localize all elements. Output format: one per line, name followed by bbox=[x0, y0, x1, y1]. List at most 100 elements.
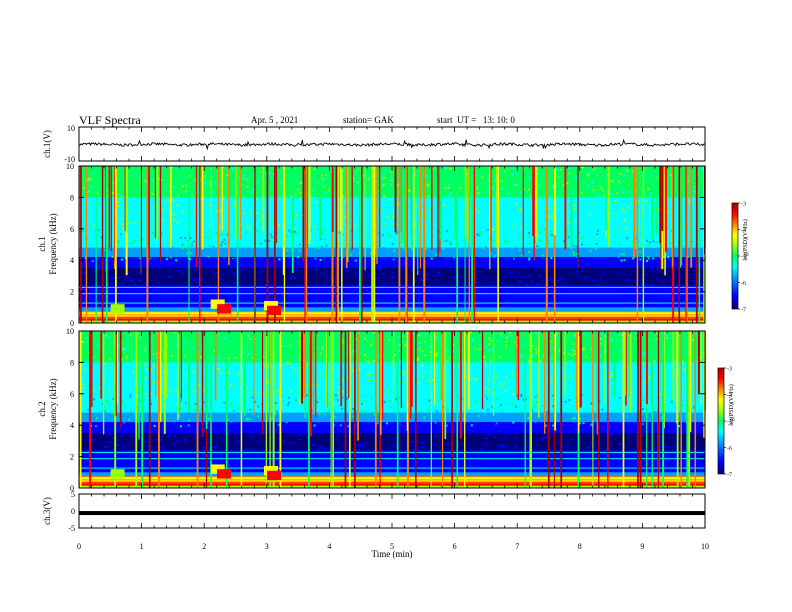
spectrum-speckle bbox=[365, 273, 369, 276]
spectrum-speckle bbox=[276, 416, 279, 419]
spectrum-speckle bbox=[478, 262, 482, 265]
spectrum-speckle bbox=[142, 368, 145, 371]
sferic-line bbox=[331, 166, 334, 233]
spectrum-speckle bbox=[526, 376, 529, 379]
spectrum-speckle bbox=[185, 190, 188, 193]
spectrum-speckle bbox=[369, 221, 372, 224]
spectrum-speckle bbox=[639, 210, 642, 213]
spectrum-speckle bbox=[108, 434, 112, 436]
spectrum-speckle bbox=[395, 255, 398, 258]
spectrum-speckle bbox=[104, 432, 108, 434]
spectrum-speckle bbox=[669, 242, 672, 245]
spectrum-speckle bbox=[514, 341, 517, 344]
spectrum-speckle bbox=[341, 195, 344, 198]
spectrum-speckle bbox=[314, 269, 318, 271]
sferic-line bbox=[577, 166, 579, 269]
spectrum-speckle bbox=[246, 418, 249, 421]
spectrum-speckle bbox=[511, 272, 515, 274]
spectrum-speckle bbox=[280, 219, 283, 222]
spectrum-speckle bbox=[436, 425, 440, 427]
spectrum-speckle bbox=[283, 366, 286, 369]
spectrum-speckle bbox=[377, 424, 381, 427]
sferic-line bbox=[577, 331, 580, 434]
spectrum-speckle bbox=[175, 337, 178, 340]
spectrum-speckle bbox=[417, 357, 420, 360]
sferic-line bbox=[664, 166, 667, 253]
spectrum-speckle bbox=[499, 382, 502, 385]
spectrum-speckle bbox=[249, 228, 252, 231]
spectrum-speckle bbox=[164, 201, 167, 204]
spectrum-speckle bbox=[181, 223, 184, 226]
spectrum-speckle bbox=[172, 434, 176, 437]
spectrum-speckle bbox=[399, 360, 402, 363]
spectrum-speckle bbox=[644, 372, 647, 375]
xtick-label: 7 bbox=[515, 542, 519, 551]
spectrum-speckle bbox=[598, 342, 601, 345]
spectrum-speckle bbox=[120, 258, 123, 261]
spectrum-speckle bbox=[173, 331, 176, 334]
spectrum-speckle bbox=[623, 273, 627, 275]
sferic-line bbox=[459, 331, 462, 439]
spectrum-speckle bbox=[202, 390, 205, 393]
spectrum-speckle bbox=[626, 431, 630, 434]
spectrum-speckle bbox=[138, 257, 141, 260]
spectrum-speckle bbox=[670, 399, 673, 402]
spectrum-speckle bbox=[587, 174, 590, 177]
spectrum-speckle bbox=[520, 254, 523, 257]
spectrum-speckle bbox=[427, 194, 430, 197]
spectrum-speckle bbox=[118, 283, 122, 285]
spectrum-speckle bbox=[486, 386, 489, 389]
spectrum-speckle bbox=[341, 339, 344, 342]
spectrum-speckle bbox=[449, 269, 453, 271]
spectrum-speckle bbox=[658, 436, 662, 438]
spectrum-speckle bbox=[518, 281, 522, 284]
spectrum-speckle bbox=[446, 370, 449, 373]
spectrum-speckle bbox=[82, 383, 85, 386]
spectrum-speckle bbox=[655, 278, 659, 280]
spectrum-speckle bbox=[125, 355, 128, 358]
spectrum-speckle bbox=[485, 279, 489, 281]
sferic-line bbox=[412, 166, 415, 323]
spectrum-speckle bbox=[352, 415, 355, 418]
sferic-line bbox=[147, 166, 150, 262]
spectrum-speckle bbox=[146, 367, 149, 370]
spectrum-speckle bbox=[505, 433, 509, 435]
spectrum-speckle bbox=[107, 441, 111, 443]
spectrum-speckle bbox=[478, 232, 481, 235]
spectrum-speckle bbox=[462, 250, 465, 253]
spectrum-speckle bbox=[180, 247, 183, 250]
spectrum-speckle bbox=[144, 376, 147, 379]
spectrum-speckle bbox=[355, 411, 358, 414]
spectrum-speckle bbox=[436, 428, 440, 430]
sferic-line bbox=[663, 331, 665, 429]
spectrum-speckle bbox=[132, 371, 135, 374]
spectrum-speckle bbox=[100, 211, 103, 214]
spectrum-speckle bbox=[486, 397, 489, 400]
spectrum-speckle bbox=[637, 227, 640, 230]
spectrum-speckle bbox=[360, 411, 363, 414]
spectrum-speckle bbox=[424, 354, 427, 357]
spectrum-speckle bbox=[638, 336, 641, 339]
spectrum-speckle bbox=[104, 368, 107, 371]
spectrum-speckle bbox=[249, 213, 252, 216]
spectrum-speckle bbox=[586, 203, 589, 206]
spectrum-speckle bbox=[473, 382, 476, 385]
spectrum-speckle bbox=[610, 339, 613, 342]
spectrum-speckle bbox=[395, 398, 398, 401]
spectrum-speckle bbox=[176, 440, 180, 442]
spectrum-speckle bbox=[505, 344, 508, 347]
spectrum-speckle bbox=[605, 436, 609, 439]
spectrum-speckle bbox=[236, 440, 240, 443]
spectrum-speckle bbox=[694, 185, 697, 188]
spectrum-speckle bbox=[649, 364, 652, 367]
spectrum-speckle bbox=[412, 332, 415, 335]
spectrum-speckle bbox=[211, 225, 214, 228]
spectrum-speckle bbox=[153, 365, 156, 368]
ytick-label: 4 bbox=[70, 421, 74, 430]
spectrum-speckle bbox=[596, 194, 599, 197]
sferic-line bbox=[651, 331, 653, 488]
emission-blob bbox=[263, 466, 278, 476]
spectrum-speckle bbox=[206, 221, 209, 224]
spectrum-speckle bbox=[572, 379, 575, 382]
spectrum-speckle bbox=[183, 260, 187, 262]
